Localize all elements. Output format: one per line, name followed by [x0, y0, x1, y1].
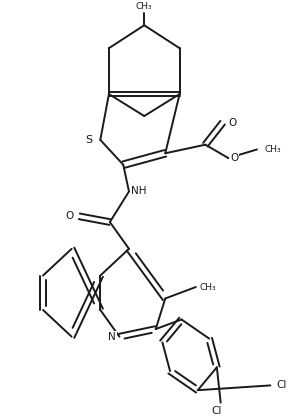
- Text: CH₃: CH₃: [136, 2, 153, 11]
- Text: CH₃: CH₃: [265, 145, 281, 154]
- Text: Cl: Cl: [212, 406, 222, 416]
- Text: O: O: [230, 153, 238, 163]
- Text: Cl: Cl: [276, 380, 286, 390]
- Text: O: O: [66, 212, 74, 221]
- Text: O: O: [228, 118, 236, 128]
- Text: CH₃: CH₃: [200, 283, 216, 291]
- Text: NH: NH: [131, 186, 146, 196]
- Text: N: N: [108, 332, 116, 342]
- Text: S: S: [85, 135, 92, 145]
